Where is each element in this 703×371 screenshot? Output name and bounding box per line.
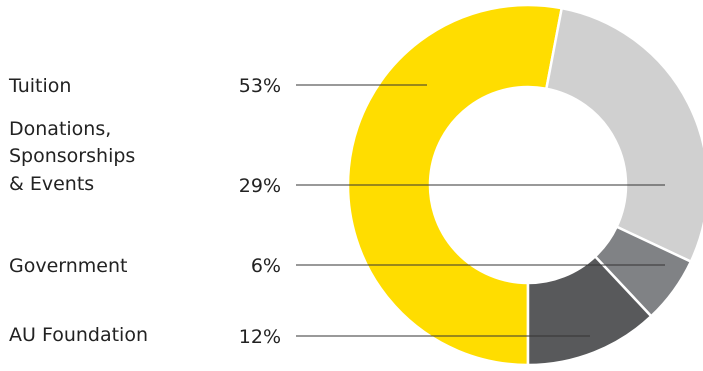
slice-au-foundation (526, 254, 653, 367)
value-label-au-foundation: 12% (239, 326, 281, 348)
label-donations-sponsorships-events-line-1: Donations, (9, 118, 111, 140)
leader-lines (296, 84, 665, 337)
slice-tuition (346, 3, 564, 367)
label-donations-sponsorships-events-line-2: Sponsorships (9, 145, 135, 167)
category-labels: Tuition Donations, Sponsorships & Events Gov… (8, 75, 148, 346)
slice-donations-sponsorships-events (544, 6, 703, 264)
value-label-donations-sponsorships-events: 29% (239, 175, 281, 197)
label-au-foundation: AU Foundation (9, 324, 148, 346)
value-labels: 53% 29% 6% 12% (239, 75, 281, 348)
donut-slices (346, 3, 703, 367)
label-donations-sponsorships-events-line-3: & Events (9, 173, 94, 195)
value-label-government: 6% (251, 255, 281, 277)
label-government: Government (9, 255, 128, 277)
label-tuition: Tuition (8, 75, 71, 97)
value-label-tuition: 53% (239, 75, 281, 97)
